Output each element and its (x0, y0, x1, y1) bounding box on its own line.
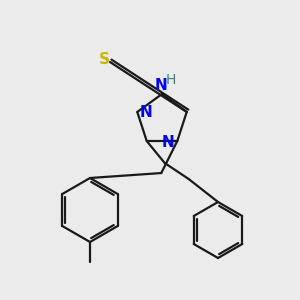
Text: S: S (98, 52, 110, 68)
Text: N: N (162, 134, 175, 149)
Text: N: N (140, 106, 153, 121)
Text: N: N (154, 79, 167, 94)
Text: H: H (166, 73, 176, 87)
